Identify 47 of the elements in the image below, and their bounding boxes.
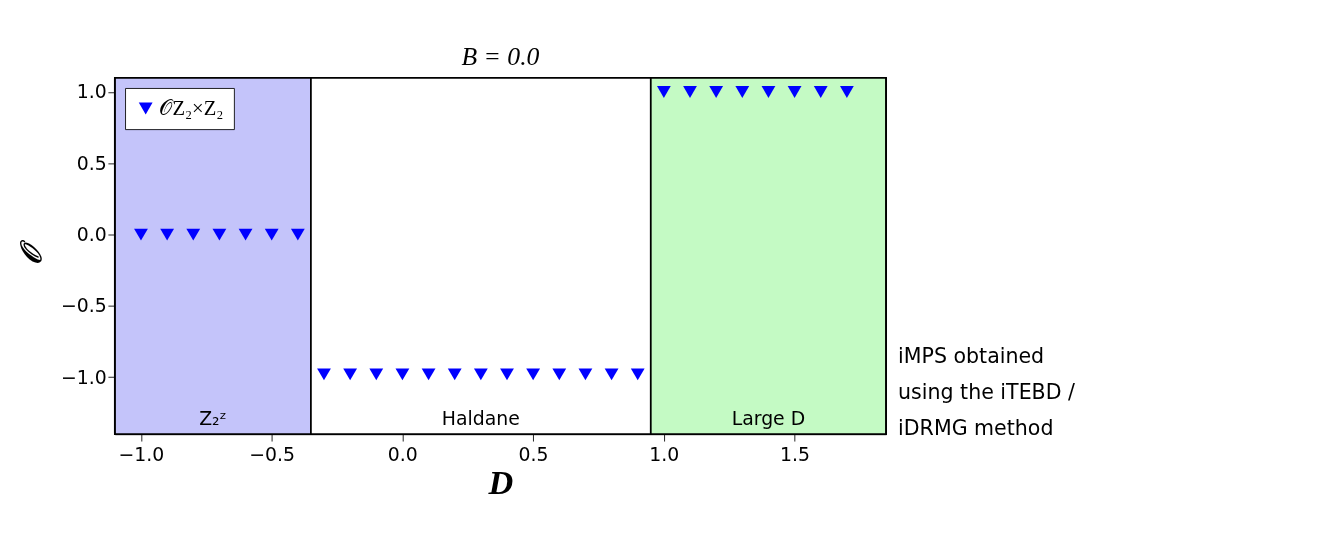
y-tick-label: −0.5 bbox=[60, 295, 107, 317]
point bbox=[317, 368, 331, 381]
y-tick-label: 1.0 bbox=[76, 81, 107, 103]
point bbox=[264, 228, 279, 241]
x-tick-label: −0.5 bbox=[249, 444, 296, 466]
x-axis-title: D bbox=[487, 462, 514, 501]
point bbox=[761, 86, 776, 98]
point bbox=[656, 86, 671, 98]
point bbox=[526, 368, 541, 381]
point bbox=[578, 368, 593, 381]
point bbox=[500, 368, 514, 381]
x-tick-label: −1.0 bbox=[118, 444, 165, 466]
y-tick-label: 0.0 bbox=[76, 224, 107, 246]
point bbox=[709, 86, 724, 98]
point bbox=[212, 228, 227, 241]
point bbox=[839, 86, 854, 98]
chart-title: B = 0.0 bbox=[461, 41, 540, 71]
x-tick-label: 1.5 bbox=[780, 444, 810, 466]
point bbox=[343, 368, 358, 381]
point bbox=[447, 368, 462, 381]
y-axis-title: 𝒪 bbox=[15, 239, 48, 266]
point bbox=[160, 228, 175, 241]
point bbox=[186, 228, 201, 241]
y-tick-label: −1.0 bbox=[60, 366, 107, 388]
point bbox=[552, 368, 567, 381]
band-label: Large D bbox=[731, 407, 806, 429]
legend-label: 𝒪Z₂×Z₂ bbox=[159, 96, 224, 119]
text: iMPS obtained using the iTEBD / iDRMG method bbox=[898, 344, 1076, 441]
y-tick-label: 0.5 bbox=[76, 152, 107, 174]
point bbox=[630, 368, 645, 381]
x-tick-label: 1.0 bbox=[649, 444, 680, 466]
point bbox=[813, 86, 828, 98]
x-tick-label: 0.5 bbox=[518, 444, 549, 466]
point bbox=[290, 228, 305, 241]
band-label: Z₂ᶻ bbox=[199, 407, 227, 429]
point bbox=[604, 368, 619, 381]
point bbox=[238, 228, 253, 241]
x-tick-label: 0.0 bbox=[387, 444, 418, 466]
band-label: Haldane bbox=[441, 407, 520, 429]
point bbox=[369, 368, 384, 381]
point bbox=[395, 368, 410, 381]
point bbox=[134, 228, 148, 241]
point bbox=[787, 86, 802, 98]
point bbox=[473, 368, 488, 381]
point bbox=[421, 368, 436, 381]
point bbox=[735, 86, 750, 98]
point bbox=[683, 86, 697, 98]
